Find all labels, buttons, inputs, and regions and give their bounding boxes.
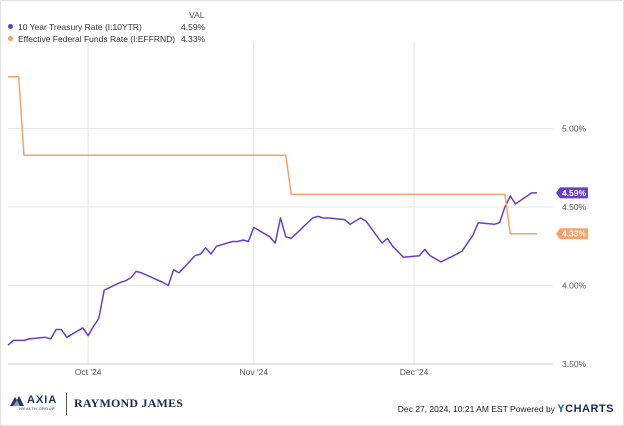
axia-logo: AXIA [10, 394, 57, 406]
ycharts-logo-y: Y [557, 403, 566, 415]
credit-text: Dec 27, 2024, 10:21 AM EST Powered by [397, 404, 555, 414]
x-tick-label: Nov '24 [240, 367, 269, 377]
legend-value-header: VAL [189, 10, 205, 20]
ycharts-logo[interactable]: YCHARTS [557, 403, 614, 415]
legend-dot-10y [8, 24, 13, 30]
x-tick-label: Dec '24 [400, 367, 429, 377]
legend-item-10y[interactable]: 10 Year Treasury Rate (I:10YTR) 4.59% [8, 22, 218, 34]
legend-item-fedfunds[interactable]: Effective Federal Funds Rate (I:EFFRND) … [8, 34, 218, 46]
legend-dot-fedfunds [8, 36, 13, 42]
logo-divider [66, 393, 67, 415]
legend-value-fedfunds: 4.33% [181, 34, 206, 44]
series-line-10y [7, 192, 537, 346]
x-tick-label: Oct '24 [75, 367, 102, 377]
raymond-james-logo: RAYMOND JAMES [74, 396, 184, 410]
end-value-label-fedfunds: 4.33% [562, 229, 587, 239]
end-value-tag-fedfunds [556, 228, 588, 240]
end-value-tag-10y [556, 187, 588, 199]
y-tick-label: 3.50% [562, 359, 587, 369]
footer: AXIA WEALTH GROUP RAYMOND JAMES Dec 27, … [0, 392, 624, 422]
y-tick-label: 4.50% [562, 202, 587, 212]
chart-credit: Dec 27, 2024, 10:21 AM EST Powered by YC… [398, 403, 614, 415]
y-tick-label: 5.00% [562, 124, 587, 134]
legend-label-10y: 10 Year Treasury Rate (I:10YTR) [18, 22, 142, 32]
ycharts-logo-text: CHARTS [565, 403, 614, 415]
axia-mountain-icon [10, 396, 24, 406]
axia-name: AXIA [27, 394, 58, 406]
legend-value-10y: 4.59% [181, 22, 206, 32]
y-tick-label: 4.00% [562, 281, 587, 291]
series-line-fedfunds [8, 75, 537, 235]
axia-subtitle: WEALTH GROUP [19, 406, 55, 411]
end-value-label-10y: 4.59% [562, 188, 587, 198]
legend-label-fedfunds: Effective Federal Funds Rate (I:EFFRND) [18, 34, 176, 44]
